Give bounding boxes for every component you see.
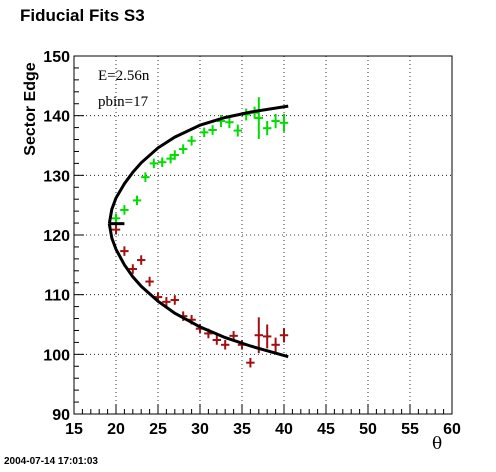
upper-edge-point [179,144,188,154]
lower-edge-point [271,337,280,352]
upper-edge-point [170,150,179,160]
x-axis-title: θ [432,434,443,454]
upper-edge-point [141,172,150,182]
upper-edge-point [225,116,234,129]
lower-edge-point [128,264,137,274]
lower-edge-point [221,340,230,350]
x-tick-label: 45 [317,421,335,438]
lower-edge-point [263,324,272,349]
lower-edge-point [137,255,146,265]
chart-title: Fiducial Fits S3 [20,6,145,25]
lower-edge-point [120,246,129,256]
upper-edge-point [208,125,217,135]
lower-edge-point [162,297,171,307]
lower-edge-point [145,276,154,287]
pbin-annotation: pbin=17 [98,94,149,110]
upper-edge-point [120,205,129,215]
y-tick-label: 110 [44,288,70,305]
energy-annotation: E=2.56n [98,68,150,84]
y-tick-label: 100 [43,347,70,364]
upper-edge-point [200,127,209,138]
y-tick-label: 120 [43,228,70,245]
upper-fit-curve [107,104,289,224]
upper-edge-point [111,213,121,224]
upper-edge-point [233,124,242,137]
upper-edge-point [187,135,196,146]
upper-edge-point [279,113,289,132]
upper-edge-point [132,195,142,206]
x-tick-label: 35 [233,421,251,438]
lower-edge-point [111,224,121,235]
timestamp: 2004-07-14 17:01:03 [4,456,98,467]
x-tick-label: 30 [191,421,209,438]
lower-edge-point [212,335,221,345]
y-tick-label: 140 [43,109,70,126]
x-tick-label: 60 [443,421,461,438]
y-tick-label: 130 [43,168,70,185]
upper-edge-point [271,113,280,129]
upper-edge-point [158,157,167,167]
upper-edge-point [149,158,158,169]
upper-edge-point [254,97,263,139]
x-tick-label: 40 [275,421,293,438]
x-tick-label: 55 [401,421,419,438]
upper-edge-point [263,121,272,136]
y-tick-label: 150 [43,49,70,66]
x-tick-label: 50 [359,421,377,438]
lower-edge-point [170,295,179,305]
lower-edge-point [279,328,289,343]
y-tick-label: 90 [52,407,70,424]
x-tick-label: 20 [107,421,125,438]
x-tick-label: 25 [149,421,167,438]
lower-edge-point [246,357,255,368]
x-tick-label: 15 [65,421,83,438]
lower-fit-curve [107,223,289,359]
